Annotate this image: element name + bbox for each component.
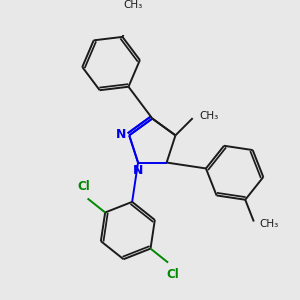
- Text: Cl: Cl: [77, 180, 90, 193]
- Text: Cl: Cl: [167, 268, 179, 281]
- Text: N: N: [116, 128, 126, 141]
- Text: CH₃: CH₃: [200, 111, 219, 121]
- Text: CH₃: CH₃: [123, 0, 142, 10]
- Text: N: N: [133, 164, 143, 178]
- Text: CH₃: CH₃: [260, 219, 279, 229]
